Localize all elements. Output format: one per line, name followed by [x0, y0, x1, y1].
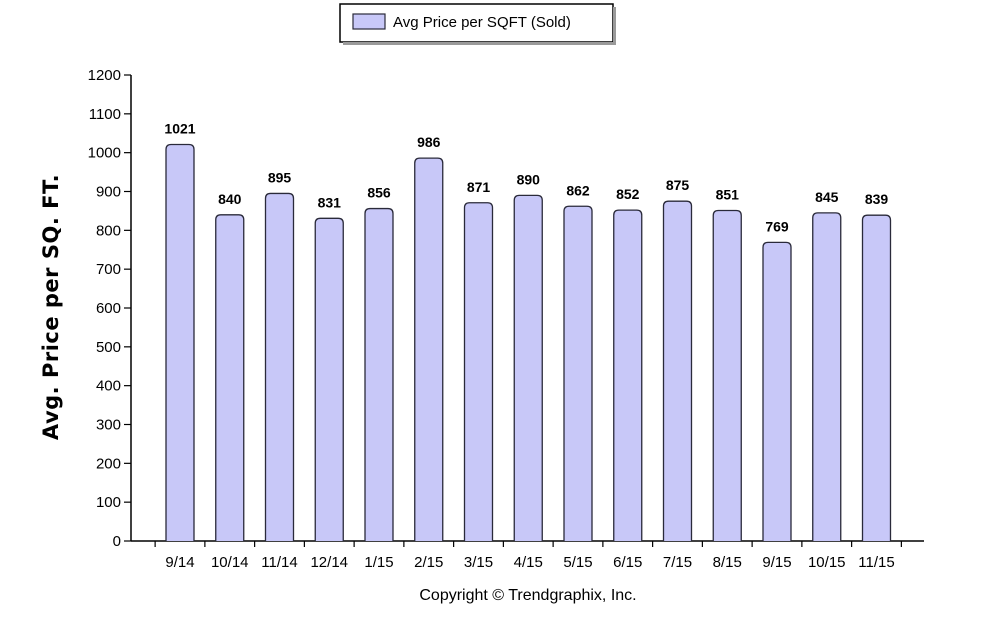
y-tick-label: 500 — [96, 339, 121, 356]
y-axis-ticks: 0 100 200 300 400 500 600 700 800 900 1000 1100 1200 — [88, 67, 131, 550]
bar-2/15 — [414, 157, 444, 541]
legend-shadow-bottom — [343, 42, 616, 45]
legend-swatch — [352, 13, 386, 30]
data-label: 986 — [417, 134, 441, 150]
data-label: 862 — [566, 182, 590, 198]
copyright-text: Copyright © Trendgraphix, Inc. — [419, 587, 636, 604]
x-tick-label: 4/15 — [514, 554, 543, 571]
x-tick-label: 3/15 — [464, 554, 493, 571]
data-label: 852 — [616, 186, 640, 202]
data-label: 871 — [467, 179, 491, 195]
data-label: 851 — [716, 187, 740, 203]
data-label: 856 — [367, 185, 391, 201]
x-tick-label: 1/15 — [364, 554, 393, 571]
y-tick-label: 1000 — [88, 145, 121, 162]
x-tick-label: 11/15 — [858, 554, 894, 571]
y-tick-label: 1100 — [89, 106, 121, 123]
bar-12/14 — [314, 217, 344, 541]
bar-6/15 — [613, 209, 643, 541]
y-tick-label: 400 — [96, 378, 121, 395]
y-tick-label: 1200 — [88, 67, 121, 84]
x-tick-label: 12/14 — [310, 554, 348, 571]
x-tick-label: 6/15 — [613, 554, 642, 571]
bar-10/15 — [812, 212, 842, 541]
data-label: 895 — [268, 169, 292, 185]
legend-shadow — [613, 7, 616, 45]
y-tick-label: 800 — [96, 222, 121, 239]
bar-3/15 — [463, 202, 494, 541]
bar-9/14 — [165, 143, 195, 541]
data-label: 845 — [815, 189, 839, 205]
y-tick-label: 700 — [96, 261, 121, 278]
x-tick-label: 9/15 — [762, 554, 791, 571]
legend: Avg Price per SQFT (Sold) — [339, 3, 616, 45]
y-tick-label: 200 — [96, 455, 121, 472]
data-label: 769 — [765, 218, 789, 234]
data-label: 1021 — [164, 121, 195, 137]
bar-8/15 — [712, 209, 742, 541]
bar-11/14 — [264, 192, 295, 541]
x-tick-label: 5/15 — [563, 554, 592, 571]
data-label: 875 — [666, 177, 690, 193]
x-tick-label: 10/14 — [211, 554, 249, 571]
bars: 1021 840 895 831 856 986 871 890 862 852 875 851 769… — [164, 121, 892, 541]
y-tick-label: 900 — [96, 184, 121, 201]
data-label: 890 — [517, 171, 541, 187]
bar-9/15 — [762, 241, 792, 541]
y-tick-label: 600 — [96, 300, 121, 317]
x-tick-label: 10/15 — [808, 554, 846, 571]
bar-1/15 — [364, 207, 394, 541]
bar-10/14 — [215, 214, 245, 541]
data-label: 840 — [218, 191, 242, 207]
bar-11/15 — [861, 214, 892, 541]
legend-label: Avg Price per SQFT (Sold) — [393, 14, 571, 31]
bar-5/15 — [563, 205, 593, 541]
y-axis-title: Avg. Price per SQ. FT. — [39, 174, 63, 440]
x-tick-label: 2/15 — [414, 554, 443, 571]
x-tick-label: 8/15 — [713, 554, 742, 571]
y-tick-label: 300 — [96, 417, 121, 434]
x-tick-label: 7/15 — [663, 554, 692, 571]
y-tick-label: 100 — [96, 494, 121, 511]
bar-7/15 — [662, 200, 693, 541]
bar-4/15 — [513, 194, 543, 541]
x-tick-label: 11/14 — [261, 554, 297, 571]
x-axis-ticks: 9/14 10/14 11/14 12/14 1/15 2/15 3/15 4/15 5/15 6… — [154, 541, 902, 571]
data-label: 831 — [318, 194, 342, 210]
data-label: 839 — [865, 191, 889, 207]
y-tick-label: 0 — [113, 533, 121, 550]
x-tick-label: 9/14 — [165, 554, 194, 571]
